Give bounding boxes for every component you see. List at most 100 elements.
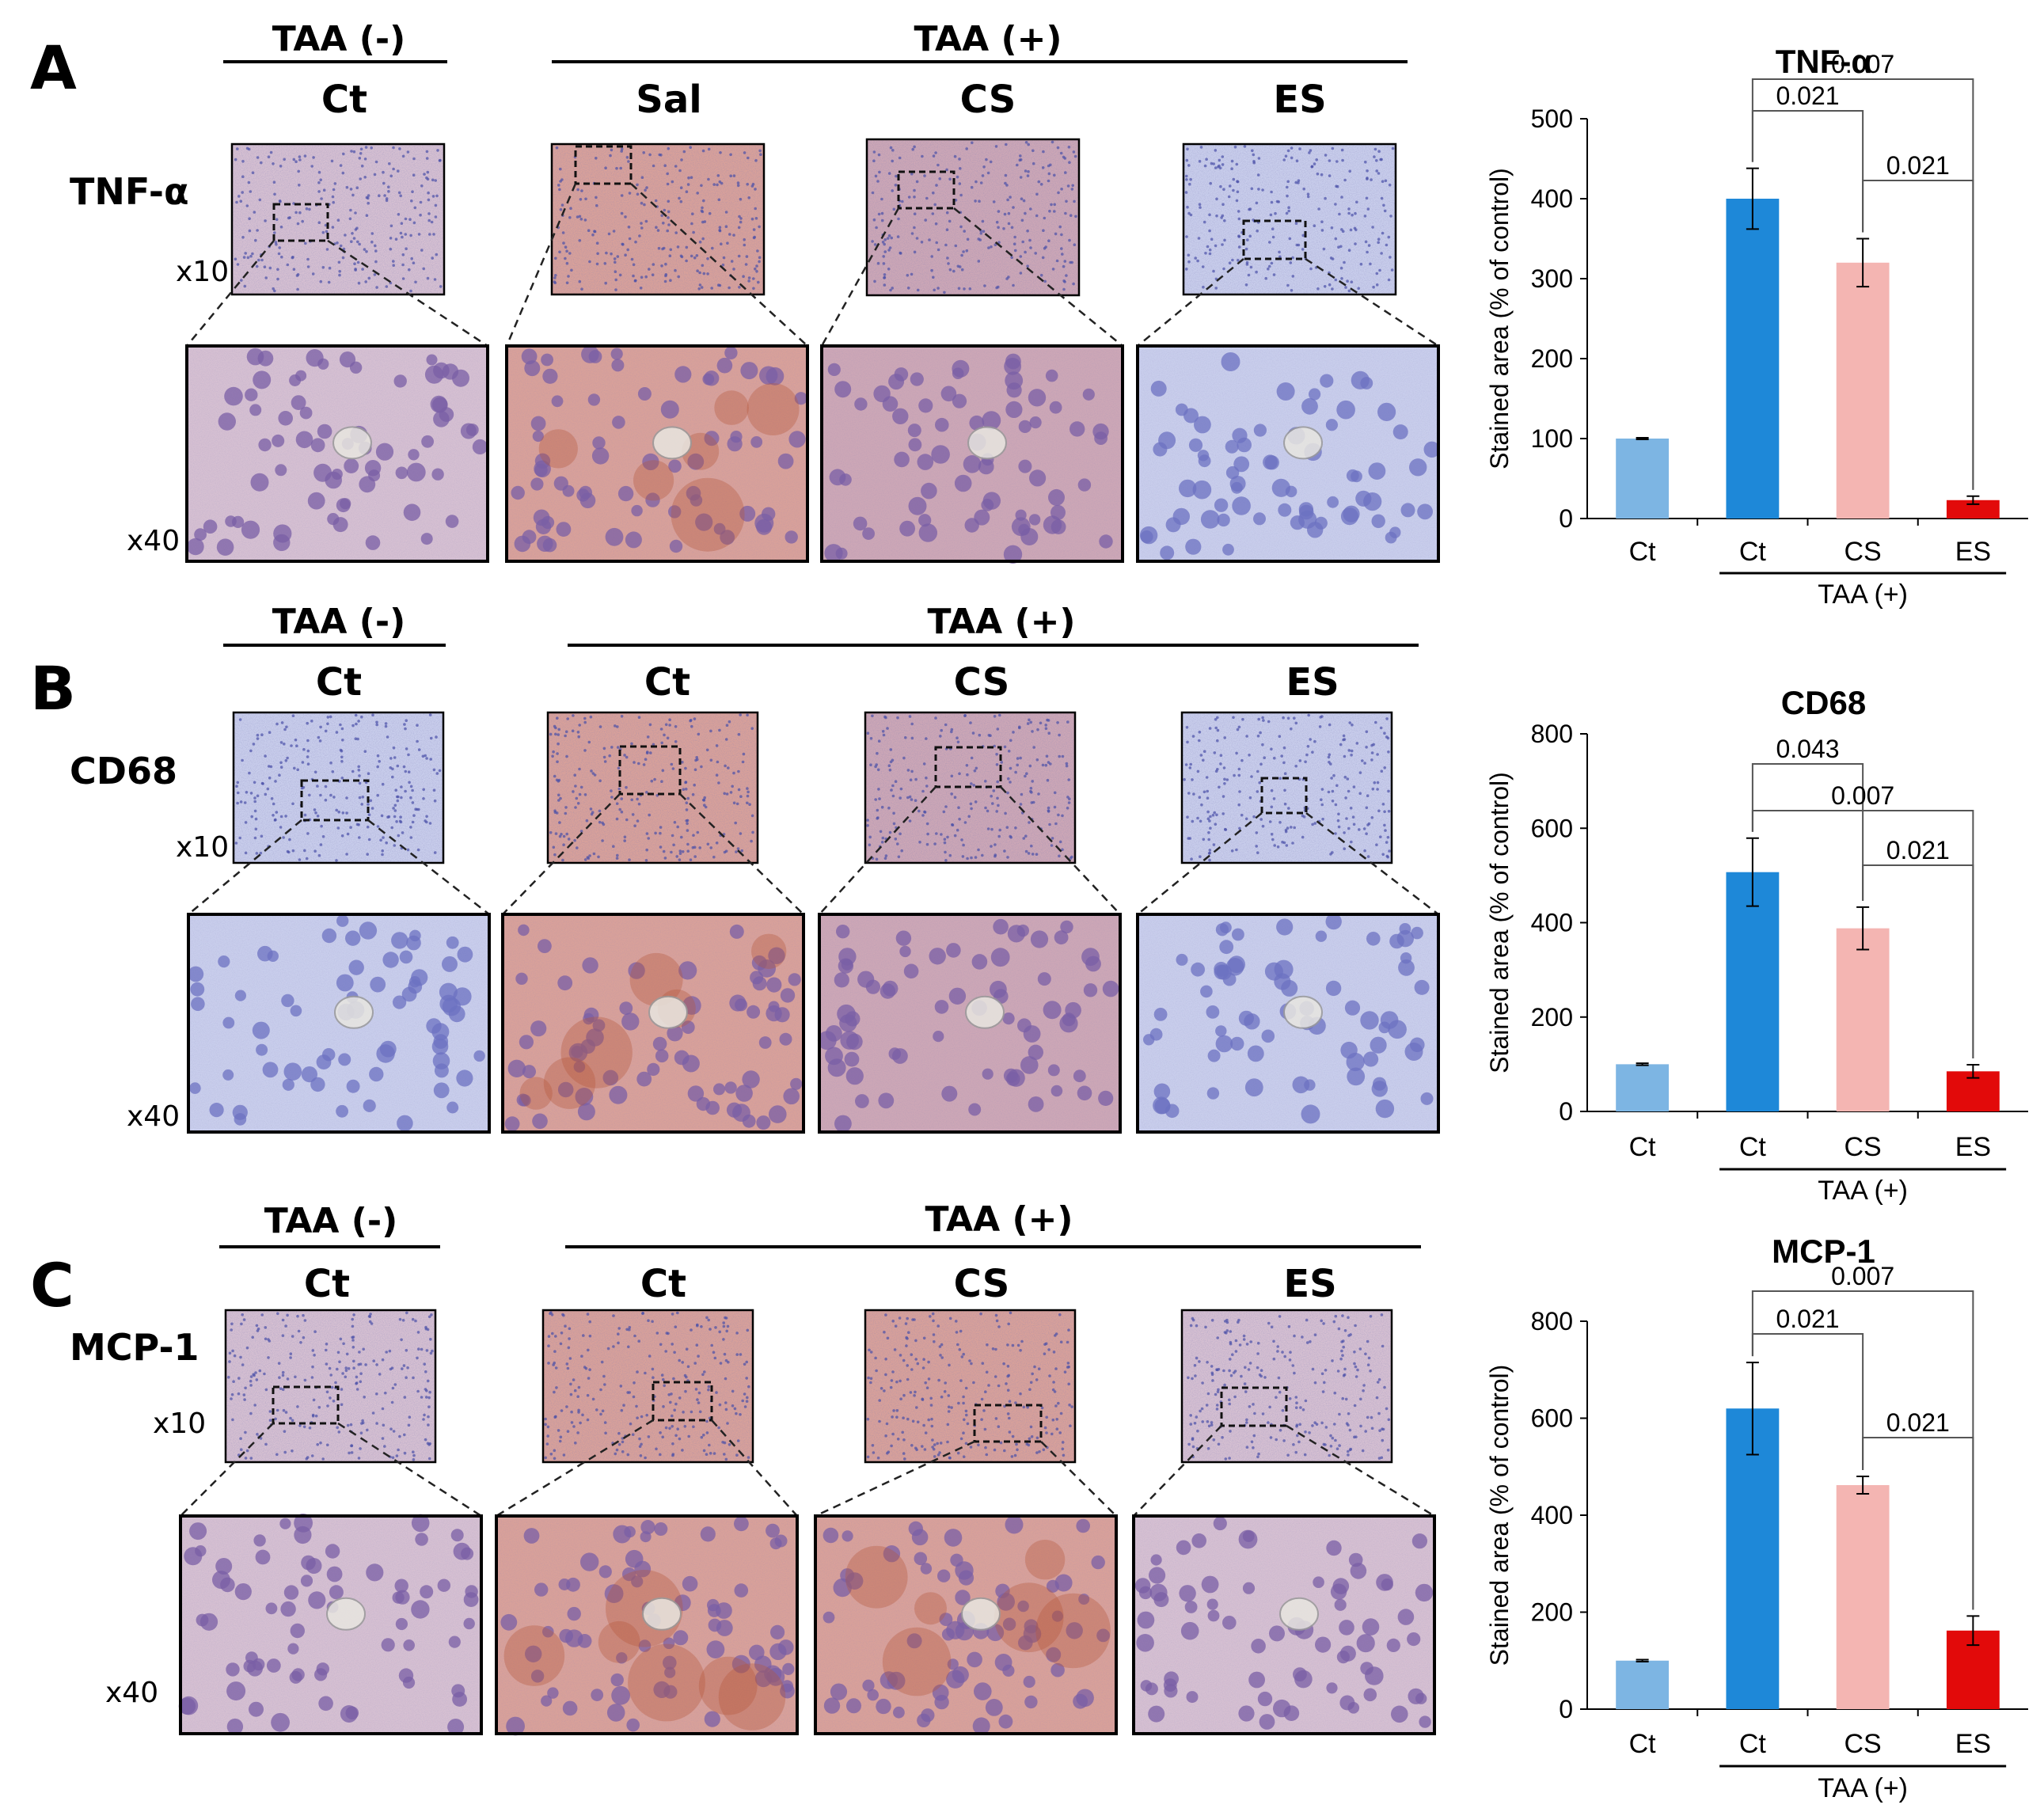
nucleus-dot: [610, 148, 614, 152]
nucleus-dot: [268, 776, 272, 780]
nucleus-dot: [257, 258, 260, 262]
nucleus-dot: [629, 1422, 633, 1426]
nucleus-dot: [710, 287, 713, 290]
nucleus: [1149, 1583, 1168, 1601]
nucleus-dot: [1387, 1418, 1391, 1422]
nucleus-dot: [724, 764, 727, 768]
nucleus-dot: [633, 279, 637, 283]
nucleus-dot: [1306, 192, 1310, 196]
nucleus-dot: [1366, 1415, 1370, 1419]
nucleus-dot: [411, 190, 414, 193]
nucleus: [272, 434, 285, 447]
nucleus-dot: [553, 1350, 557, 1353]
nucleus-dot: [1223, 219, 1226, 222]
nucleus-dot: [651, 1320, 654, 1324]
nucleus-dot: [400, 796, 403, 800]
taa-neg-label: TAA (-): [264, 1201, 398, 1241]
nucleus: [1028, 1044, 1044, 1061]
magnification-x10: x10: [153, 1408, 206, 1440]
nucleus-dot: [404, 769, 408, 773]
nucleus-dot: [631, 813, 635, 816]
nucleus: [591, 1689, 604, 1702]
nucleus-dot: [918, 809, 921, 813]
nucleus: [720, 530, 735, 545]
nucleus-dot: [1027, 170, 1030, 173]
nucleus-dot: [1028, 821, 1031, 824]
nucleus-dot: [880, 1387, 883, 1390]
nucleus-dot: [1046, 778, 1050, 782]
nucleus-dot: [720, 242, 723, 246]
nucleus-dot: [1375, 272, 1379, 275]
nucleus-dot: [1269, 213, 1273, 217]
nucleus-dot: [357, 1457, 361, 1460]
nucleus-dot: [980, 1397, 984, 1401]
nucleus-dot: [1027, 142, 1030, 146]
nucleus: [1005, 1515, 1024, 1534]
nucleus: [258, 438, 272, 452]
nucleus-dot: [1302, 187, 1305, 191]
nucleus-dot: [393, 809, 397, 812]
nucleus-dot: [1261, 716, 1264, 720]
nucleus-dot: [923, 1448, 927, 1451]
nucleus-dot: [1204, 252, 1207, 255]
nucleus-dot: [874, 798, 877, 801]
nucleus-dot: [399, 231, 403, 235]
zoom-box: [1220, 1386, 1288, 1427]
nucleus-dot: [251, 171, 255, 174]
nucleus: [770, 1624, 785, 1639]
nucleus-dot: [397, 213, 401, 216]
nucleus-dot: [1332, 773, 1335, 777]
nucleus-dot: [644, 188, 647, 192]
nucleus: [262, 1062, 279, 1078]
nucleus-dot: [1070, 260, 1073, 264]
nucleus-dot: [1007, 1373, 1011, 1377]
nucleus-dot: [268, 1339, 272, 1343]
nucleus-dot: [693, 256, 697, 260]
nucleus-dot: [997, 804, 1000, 807]
nucleus: [687, 1085, 705, 1102]
nucleus-dot: [1062, 287, 1066, 291]
nucleus-dot: [1341, 230, 1345, 234]
stain-blot: [747, 383, 800, 435]
nucleus-dot: [690, 724, 693, 728]
nucleus: [433, 1034, 449, 1049]
nucleus-dot: [1200, 1407, 1204, 1411]
nucleus: [369, 1066, 384, 1082]
nucleus-dot: [1223, 1320, 1227, 1323]
nucleus-dot: [668, 254, 672, 258]
nucleus-dot: [427, 218, 431, 222]
zoom-guide: [1040, 1441, 1117, 1517]
nucleus-dot: [1315, 158, 1318, 161]
nucleus-dot: [684, 788, 688, 791]
nucleus-dot: [750, 217, 754, 221]
nucleus-dot: [392, 1430, 396, 1433]
nucleus: [713, 1083, 725, 1096]
nucleus-dot: [1026, 1405, 1029, 1409]
nucleus: [317, 358, 329, 370]
nucleus-dot: [960, 268, 964, 272]
nucleus-dot: [902, 756, 906, 760]
nucleus-dot: [1363, 849, 1366, 853]
nucleus-dot: [1007, 211, 1011, 215]
micrograph-x40-cells: [178, 1514, 479, 1735]
nucleus-dot: [1344, 796, 1347, 800]
nucleus-dot: [678, 852, 682, 855]
nucleus-dot: [743, 1362, 747, 1366]
nucleus-dot: [346, 1423, 350, 1427]
nucleus-dot: [1016, 163, 1019, 167]
nucleus-dot: [702, 799, 706, 802]
nucleus: [1325, 419, 1338, 431]
nucleus-dot: [557, 733, 560, 736]
nucleus-dot: [1061, 848, 1064, 852]
nucleus-dot: [604, 166, 607, 169]
nucleus-dot: [416, 1389, 420, 1393]
nucleus-dot: [256, 229, 259, 232]
nucleus: [222, 1069, 234, 1081]
nucleus-dot: [1047, 1348, 1050, 1351]
nucleus: [1391, 1705, 1408, 1723]
nucleus-dot: [1202, 838, 1206, 842]
nucleus-dot: [549, 830, 553, 834]
column-label: Ct: [316, 660, 362, 705]
nucleus-dot: [1198, 160, 1202, 163]
nucleus-dot: [617, 1431, 621, 1435]
